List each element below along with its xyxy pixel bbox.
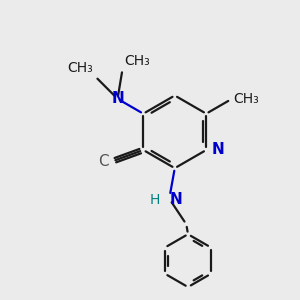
Text: C: C [98,154,109,169]
Text: N: N [170,192,183,207]
Text: N: N [111,91,124,106]
Text: N: N [212,142,225,158]
Text: CH₃: CH₃ [68,61,94,75]
Text: CH₃: CH₃ [124,54,150,68]
Text: CH₃: CH₃ [233,92,259,106]
Text: H: H [149,193,160,206]
